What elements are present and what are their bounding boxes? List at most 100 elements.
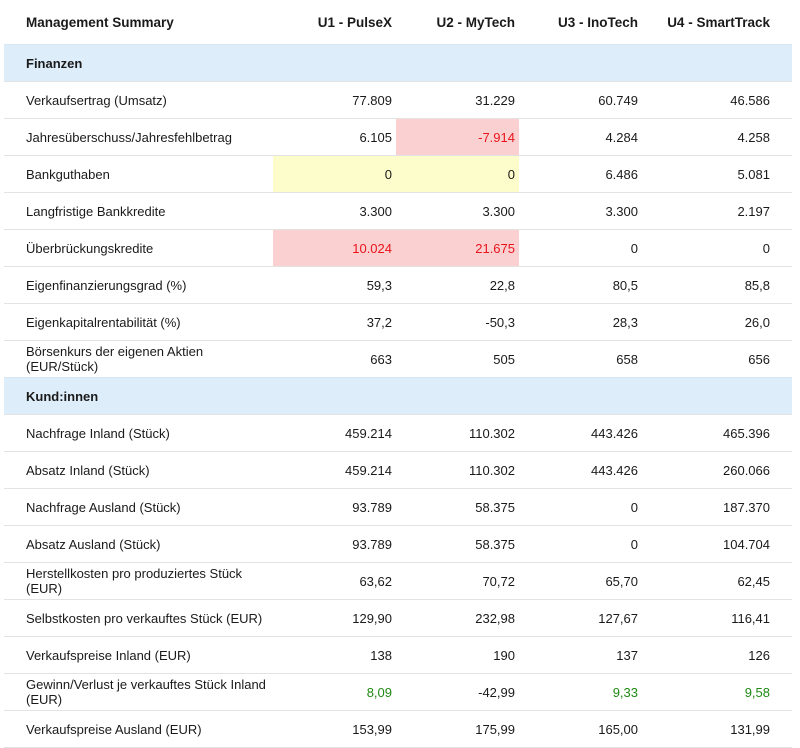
- cell-value: 127,67: [519, 599, 642, 637]
- cell-value: 0: [642, 229, 792, 267]
- cell-value: 3.300: [273, 192, 396, 230]
- column-header-u1[interactable]: U1 - PulseX: [273, 0, 396, 45]
- row-label: Verkaufspreise Ausland (EUR): [4, 710, 273, 748]
- cell-value-positive: 9,33: [519, 673, 642, 711]
- row-label: Eigenkapitalrentabilität (%): [4, 303, 273, 341]
- row-label: Selbstkosten pro verkauftes Stück (EUR): [4, 599, 273, 637]
- cell-value: 6.105: [273, 118, 396, 156]
- row-label: Absatz Inland (Stück): [4, 451, 273, 489]
- cell-value: 104.704: [642, 525, 792, 563]
- cell-value-negative: -7.914: [396, 118, 519, 156]
- table-row: Gewinn/Verlust je verkauftes Stück Inlan…: [4, 673, 792, 711]
- cell-value: 138: [273, 636, 396, 674]
- cell-value: 60.749: [519, 81, 642, 119]
- column-header-u3[interactable]: U3 - InoTech: [519, 0, 642, 45]
- row-label: Börsenkurs der eigenen Aktien (EUR/Stück…: [4, 340, 273, 378]
- table-row: Nachfrage Ausland (Stück) 93.789 58.375 …: [4, 488, 792, 526]
- cell-value: 77.809: [273, 81, 396, 119]
- cell-value: 0: [519, 488, 642, 526]
- cell-value: 63,62: [273, 562, 396, 600]
- cell-value: 5.081: [642, 155, 792, 193]
- cell-value: 2.197: [642, 192, 792, 230]
- cell-value: 126: [642, 636, 792, 674]
- cell-value: 505: [396, 340, 519, 378]
- table-row: Eigenkapitalrentabilität (%) 37,2 -50,3 …: [4, 303, 792, 341]
- cell-value: 6.486: [519, 155, 642, 193]
- table-row: Herstellkosten pro produziertes Stück (E…: [4, 562, 792, 600]
- cell-value: 37,2: [273, 303, 396, 341]
- table-title: Management Summary: [4, 0, 273, 45]
- cell-value-negative: 10.024: [273, 229, 396, 267]
- table-row: Verkaufspreise Inland (EUR) 138 190 137 …: [4, 636, 792, 674]
- management-summary-table: Management Summary U1 - PulseX U2 - MyTe…: [4, 0, 792, 748]
- table-row: Selbstkosten pro verkauftes Stück (EUR) …: [4, 599, 792, 637]
- column-header-u4[interactable]: U4 - SmartTrack: [642, 0, 792, 45]
- cell-value: 663: [273, 340, 396, 378]
- row-label: Verkaufspreise Inland (EUR): [4, 636, 273, 674]
- table-row: Verkaufspreise Ausland (EUR) 153,99 175,…: [4, 710, 792, 748]
- cell-value: 232,98: [396, 599, 519, 637]
- section-title: Finanzen: [4, 44, 792, 82]
- row-label: Jahresüberschuss/Jahresfehlbetrag: [4, 118, 273, 156]
- table-row: Nachfrage Inland (Stück) 459.214 110.302…: [4, 414, 792, 452]
- cell-value: 93.789: [273, 525, 396, 563]
- cell-value: 110.302: [396, 414, 519, 452]
- table-row: Absatz Ausland (Stück) 93.789 58.375 0 1…: [4, 525, 792, 563]
- cell-value: 116,41: [642, 599, 792, 637]
- cell-value: 22,8: [396, 266, 519, 304]
- cell-value: 656: [642, 340, 792, 378]
- cell-value: 658: [519, 340, 642, 378]
- cell-value-warning: 0: [273, 155, 396, 193]
- cell-value: 260.066: [642, 451, 792, 489]
- cell-value-warning: 0: [396, 155, 519, 193]
- cell-value-negative: 21.675: [396, 229, 519, 267]
- cell-value: 58.375: [396, 525, 519, 563]
- cell-value: 465.396: [642, 414, 792, 452]
- cell-value: 4.258: [642, 118, 792, 156]
- cell-value: 3.300: [519, 192, 642, 230]
- row-label: Gewinn/Verlust je verkauftes Stück Inlan…: [4, 673, 273, 711]
- cell-value: 190: [396, 636, 519, 674]
- table-row: Börsenkurs der eigenen Aktien (EUR/Stück…: [4, 340, 792, 378]
- cell-value: 459.214: [273, 451, 396, 489]
- cell-value: -42,99: [396, 673, 519, 711]
- row-label: Verkaufsertrag (Umsatz): [4, 81, 273, 119]
- cell-value: 187.370: [642, 488, 792, 526]
- cell-value: 175,99: [396, 710, 519, 748]
- section-finanzen: Finanzen: [4, 44, 792, 82]
- cell-value: 443.426: [519, 451, 642, 489]
- cell-value: 110.302: [396, 451, 519, 489]
- cell-value: 85,8: [642, 266, 792, 304]
- cell-value: 443.426: [519, 414, 642, 452]
- cell-value: 31.229: [396, 81, 519, 119]
- cell-value: 65,70: [519, 562, 642, 600]
- table-row: Absatz Inland (Stück) 459.214 110.302 44…: [4, 451, 792, 489]
- table-row: Überbrückungskredite 10.024 21.675 0 0: [4, 229, 792, 267]
- cell-value: 131,99: [642, 710, 792, 748]
- row-label: Eigenfinanzierungsgrad (%): [4, 266, 273, 304]
- cell-value: 0: [519, 525, 642, 563]
- row-label: Absatz Ausland (Stück): [4, 525, 273, 563]
- cell-value: 129,90: [273, 599, 396, 637]
- cell-value: 58.375: [396, 488, 519, 526]
- row-label: Nachfrage Ausland (Stück): [4, 488, 273, 526]
- cell-value-positive: 9,58: [642, 673, 792, 711]
- cell-value: 59,3: [273, 266, 396, 304]
- table-row: Jahresüberschuss/Jahresfehlbetrag 6.105 …: [4, 118, 792, 156]
- cell-value: 93.789: [273, 488, 396, 526]
- cell-value: 62,45: [642, 562, 792, 600]
- row-label: Nachfrage Inland (Stück): [4, 414, 273, 452]
- cell-value: -50,3: [396, 303, 519, 341]
- column-header-u2[interactable]: U2 - MyTech: [396, 0, 519, 45]
- table-row: Eigenfinanzierungsgrad (%) 59,3 22,8 80,…: [4, 266, 792, 304]
- cell-value: 165,00: [519, 710, 642, 748]
- section-kundinnen: Kund:innen: [4, 377, 792, 415]
- table-row: Bankguthaben 0 0 6.486 5.081: [4, 155, 792, 193]
- row-label: Herstellkosten pro produziertes Stück (E…: [4, 562, 273, 600]
- section-title: Kund:innen: [4, 377, 792, 415]
- cell-value: 137: [519, 636, 642, 674]
- cell-value: 4.284: [519, 118, 642, 156]
- cell-value-positive: 8,09: [273, 673, 396, 711]
- cell-value: 28,3: [519, 303, 642, 341]
- cell-value: 26,0: [642, 303, 792, 341]
